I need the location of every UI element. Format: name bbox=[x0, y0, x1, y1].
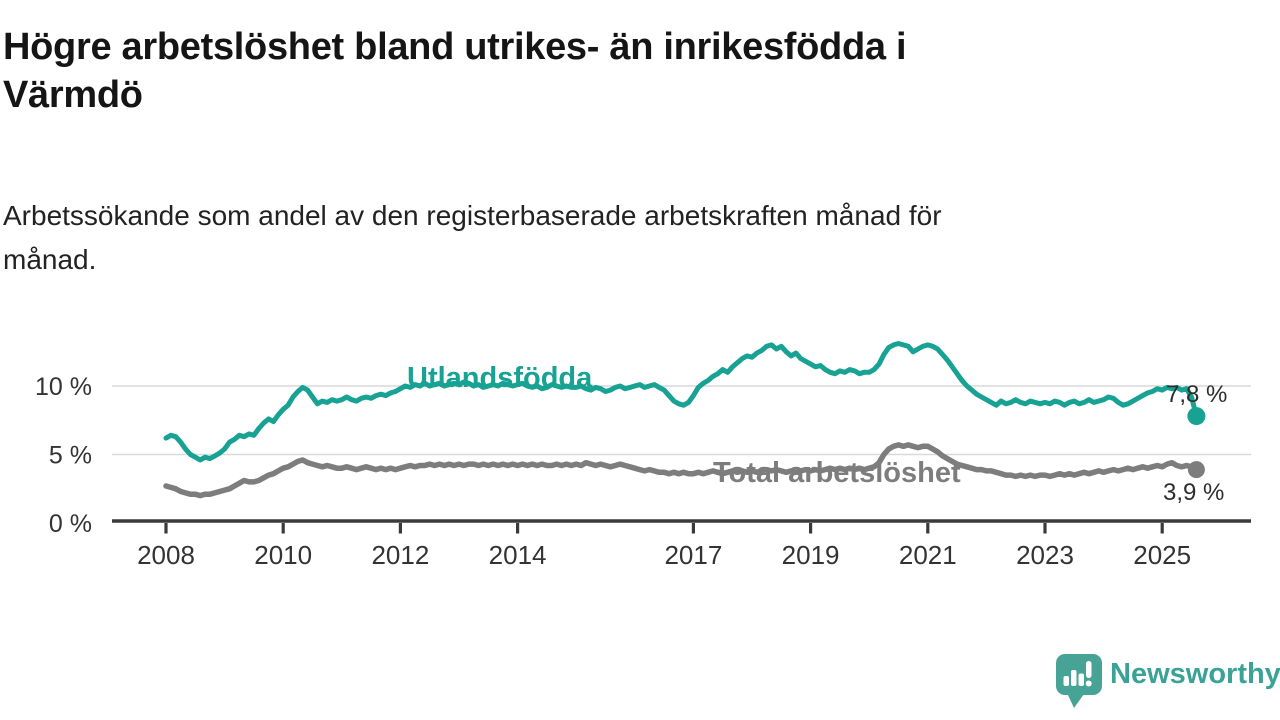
x-tick-label-2014: 2014 bbox=[489, 540, 547, 570]
end-value-label-total: 3,9 % bbox=[1163, 479, 1224, 506]
x-axis-labels: 2008 2010 2012 2014 2017 2019 2021 2023 2025 bbox=[137, 540, 1191, 570]
series-labels: Utlandsfödda Total arbetslöshet bbox=[407, 362, 961, 489]
logo-exclamation-dot bbox=[1085, 680, 1092, 687]
brand-name: Newsworthy bbox=[1110, 658, 1280, 690]
y-tick-label-10: 10 % bbox=[35, 373, 92, 401]
end-value-label-utlandsfodda: 7,8 % bbox=[1166, 381, 1227, 408]
x-tick-label-2010: 2010 bbox=[254, 540, 312, 570]
series-line-total bbox=[163, 442, 1200, 499]
x-tick-label-2023: 2023 bbox=[1016, 540, 1074, 570]
series-end-dots bbox=[1187, 407, 1206, 479]
series-line-utlandsfodda bbox=[163, 341, 1199, 463]
series-end-dot-utlandsfodda bbox=[1187, 407, 1206, 426]
chart-title-line-2: Värmdö bbox=[3, 73, 143, 116]
chart-title-line-1: Högre arbetslöshet bland utrikes- än inr… bbox=[3, 26, 907, 68]
logo-exclamation-bar bbox=[1086, 661, 1092, 678]
series-label-total: Total arbetslöshet bbox=[713, 457, 961, 489]
end-value-labels: 7,8 % 3,9 % bbox=[1163, 381, 1227, 506]
y-axis-labels: 0 % 5 % 10 % bbox=[35, 373, 92, 538]
x-tick-label-2012: 2012 bbox=[371, 540, 429, 570]
x-tick-label-2025: 2025 bbox=[1133, 540, 1191, 570]
y-tick-label-0: 0 % bbox=[49, 510, 92, 538]
y-tick-label-5: 5 % bbox=[49, 442, 92, 470]
chart-title: Högre arbetslöshet bland utrikes- än inr… bbox=[3, 24, 1233, 120]
chart-subtitle: Arbetssökande som andel av den registerb… bbox=[3, 194, 1233, 282]
gridlines bbox=[112, 385, 1251, 456]
chart-subtitle-line-1: Arbetssökande som andel av den registerb… bbox=[3, 200, 942, 231]
logo-bar-2 bbox=[1071, 670, 1077, 686]
x-tick-label-2021: 2021 bbox=[899, 540, 957, 570]
x-tick-label-2019: 2019 bbox=[782, 540, 840, 570]
newsworthy-logo: Newsworthy bbox=[1054, 652, 1280, 710]
chart-subtitle-line-2: månad. bbox=[3, 244, 97, 276]
series-end-dot-total bbox=[1187, 461, 1205, 479]
x-tick-label-2017: 2017 bbox=[664, 540, 722, 570]
x-tick-label-2008: 2008 bbox=[137, 540, 195, 570]
series-label-utlandsfodda: Utlandsfödda bbox=[407, 362, 593, 394]
series-lines bbox=[163, 341, 1200, 499]
logo-bar-3 bbox=[1078, 673, 1084, 686]
speech-bubble-tail bbox=[1067, 693, 1084, 708]
x-axis bbox=[112, 519, 1251, 534]
newsworthy-bubble-chart-icon bbox=[1056, 654, 1102, 708]
logo-bar-1 bbox=[1063, 676, 1069, 686]
